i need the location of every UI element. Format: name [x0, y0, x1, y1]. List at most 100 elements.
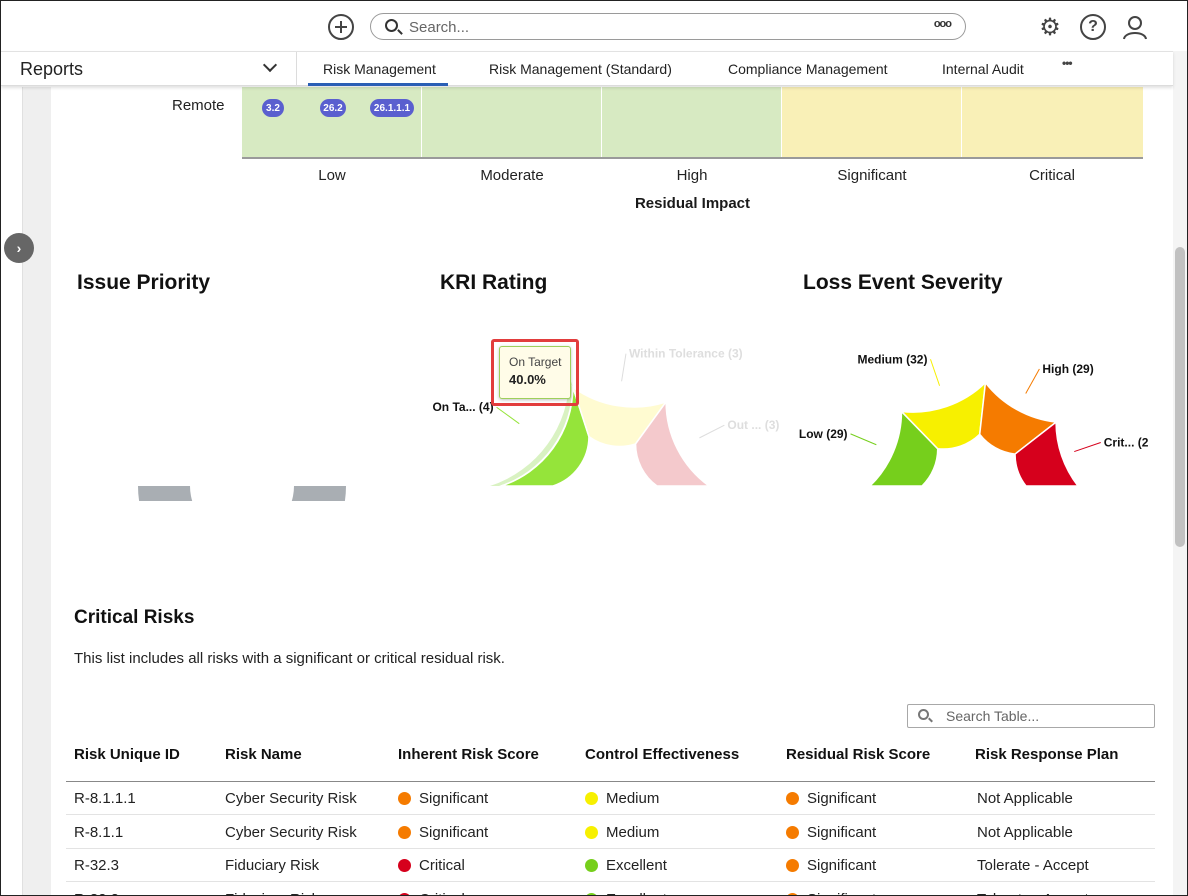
col-header-response-plan[interactable]: Risk Response Plan: [975, 746, 1119, 763]
status-dot-icon: [585, 892, 598, 895]
cell-control: Medium: [585, 790, 659, 807]
heatmap-col-label: Moderate: [480, 167, 544, 184]
label-connector: [496, 406, 520, 425]
cell-inherent: Significant: [398, 824, 488, 841]
chevron-down-icon[interactable]: [262, 57, 278, 73]
cell-control: Excellent: [585, 857, 667, 874]
reports-dropdown[interactable]: Reports: [1, 52, 297, 86]
status-dot-icon: [786, 859, 799, 872]
gear-icon[interactable]: ⚙: [1039, 13, 1061, 41]
col-header-residual[interactable]: Residual Risk Score: [786, 746, 931, 763]
help-icon[interactable]: ?: [1080, 14, 1106, 40]
cell-residual-text: Significant: [807, 891, 876, 896]
heatmap-chip[interactable]: 3.2: [262, 99, 284, 117]
cell-risk-name: Cyber Security Risk: [225, 824, 357, 841]
cell-residual: Significant: [786, 857, 876, 874]
heatmap-chip[interactable]: 26.1.1.1: [370, 99, 414, 117]
kri-rating-chart: On Ta... (4) Within Tolerance (3) Out ... …: [432, 346, 780, 487]
cell-inherent: Significant: [398, 790, 488, 807]
cell-risk-name-text: Cyber Security Risk: [225, 823, 357, 841]
cell-risk-id-text: R-32.2: [74, 891, 119, 896]
heatmap-cell-high[interactable]: [602, 87, 781, 157]
chart-tooltip: On Target 40.0%: [499, 346, 571, 399]
label-connector: [699, 424, 725, 439]
left-panel: [1, 87, 23, 895]
heatmap-axis-title: Residual Impact: [634, 195, 751, 212]
issue-priority-title: Issue Priority: [77, 271, 211, 294]
kri-rating-title: KRI Rating: [440, 271, 548, 294]
cell-response-plan: Not Applicable: [977, 824, 1073, 841]
table-row[interactable]: R-8.1.1 Cyber Security Risk Significant Med…: [66, 816, 1155, 849]
cell-inherent-text: Critical: [419, 857, 465, 874]
expand-panel-icon[interactable]: ›: [4, 233, 34, 263]
search-icon: [385, 19, 398, 32]
tab-risk-management[interactable]: Risk Management: [308, 61, 448, 86]
reports-label: Reports: [20, 59, 84, 79]
slice-out-of-tolerance: [634, 399, 712, 487]
scrollbar[interactable]: [1173, 51, 1187, 895]
heatmap-cell-significant[interactable]: [782, 87, 961, 157]
cell-residual-text: Significant: [807, 857, 877, 874]
cell-risk-id: R-32.2: [74, 891, 119, 896]
issue-priority-arc: [138, 486, 346, 501]
heatmap-col-label: High: [676, 167, 708, 184]
table-row[interactable]: R-32.3 Fiduciary Risk Critical Excellent Sig…: [66, 849, 1155, 882]
cell-response-plan: Tolerate - Accept: [977, 891, 1089, 896]
cell-inherent-text: Critical: [419, 891, 465, 896]
cell-response-plan-text: Not Applicable: [977, 790, 1073, 807]
cell-inherent: Critical: [398, 891, 465, 896]
col-header-control[interactable]: Control Effectiveness: [585, 746, 740, 763]
cell-residual-text: Significant: [807, 790, 877, 807]
table-row[interactable]: R-8.1.1.1 Cyber Security Risk Significant M…: [66, 782, 1155, 815]
cell-response-plan: Tolerate - Accept: [977, 857, 1089, 874]
more-tabs-icon[interactable]: •••: [1062, 56, 1073, 70]
cell-risk-id: R-8.1.1.1: [74, 790, 136, 807]
cell-control: Excellent: [585, 891, 667, 896]
status-dot-icon: [786, 892, 799, 895]
label-connector: [930, 359, 941, 386]
heatmap-col-label: Critical: [1029, 167, 1075, 184]
search-icon: [918, 709, 929, 720]
heatmap-col-label: Low: [318, 167, 346, 184]
heatmap-chip[interactable]: 26.2: [320, 99, 346, 117]
table-row[interactable]: R-32.2 Fiduciary Risk Critical Excellent Sig…: [66, 883, 1155, 896]
table-search-input[interactable]: [946, 707, 1146, 725]
global-search[interactable]: ooo: [370, 13, 966, 40]
scrollbar-thumb[interactable]: [1175, 247, 1185, 547]
tab-internal-audit[interactable]: Internal Audit: [942, 61, 1024, 77]
table-header-divider: [66, 781, 1155, 782]
label-connector: [1025, 368, 1040, 394]
tab-compliance-management[interactable]: Compliance Management: [728, 61, 888, 77]
heatmap-cell-moderate[interactable]: [422, 87, 601, 157]
status-dot-icon: [786, 825, 799, 839]
col-header-risk-id[interactable]: Risk Unique ID: [74, 746, 180, 763]
tooltip-name: On Target: [509, 355, 562, 369]
heatmap-cell-low[interactable]: [242, 87, 421, 157]
cell-risk-name-text: Cyber Security Risk: [225, 790, 357, 807]
issue-priority-chart: [138, 486, 346, 501]
status-dot-icon: [585, 859, 598, 872]
search-input[interactable]: [409, 17, 889, 37]
slice-label: Out ... (3): [727, 418, 779, 432]
cell-control-text: Excellent: [606, 891, 667, 896]
search-options-icon[interactable]: ooo: [933, 18, 952, 30]
col-header-inherent[interactable]: Inherent Risk Score: [398, 746, 539, 763]
label-connector: [621, 353, 627, 382]
cell-response-plan: Not Applicable: [977, 790, 1073, 807]
heatmap-cell-critical[interactable]: [962, 87, 1143, 157]
tooltip-value: 40.0%: [509, 372, 546, 387]
cell-response-plan-text: Not Applicable: [977, 823, 1073, 841]
slice-highlight-ring: [490, 376, 573, 486]
slice-label: Medium (32): [857, 352, 927, 366]
table-search[interactable]: [907, 704, 1155, 728]
add-icon[interactable]: [328, 14, 354, 40]
label-connector: [1074, 442, 1101, 453]
heatmap-axis: [242, 157, 1143, 159]
tab-risk-management-standard[interactable]: Risk Management (Standard): [489, 61, 672, 77]
col-header-risk-name[interactable]: Risk Name: [225, 746, 302, 763]
cell-inherent-text: Significant: [419, 790, 489, 807]
user-icon[interactable]: [1122, 14, 1148, 40]
slice-critical: [1014, 420, 1080, 487]
slice-label: On Ta... (4): [432, 400, 493, 414]
